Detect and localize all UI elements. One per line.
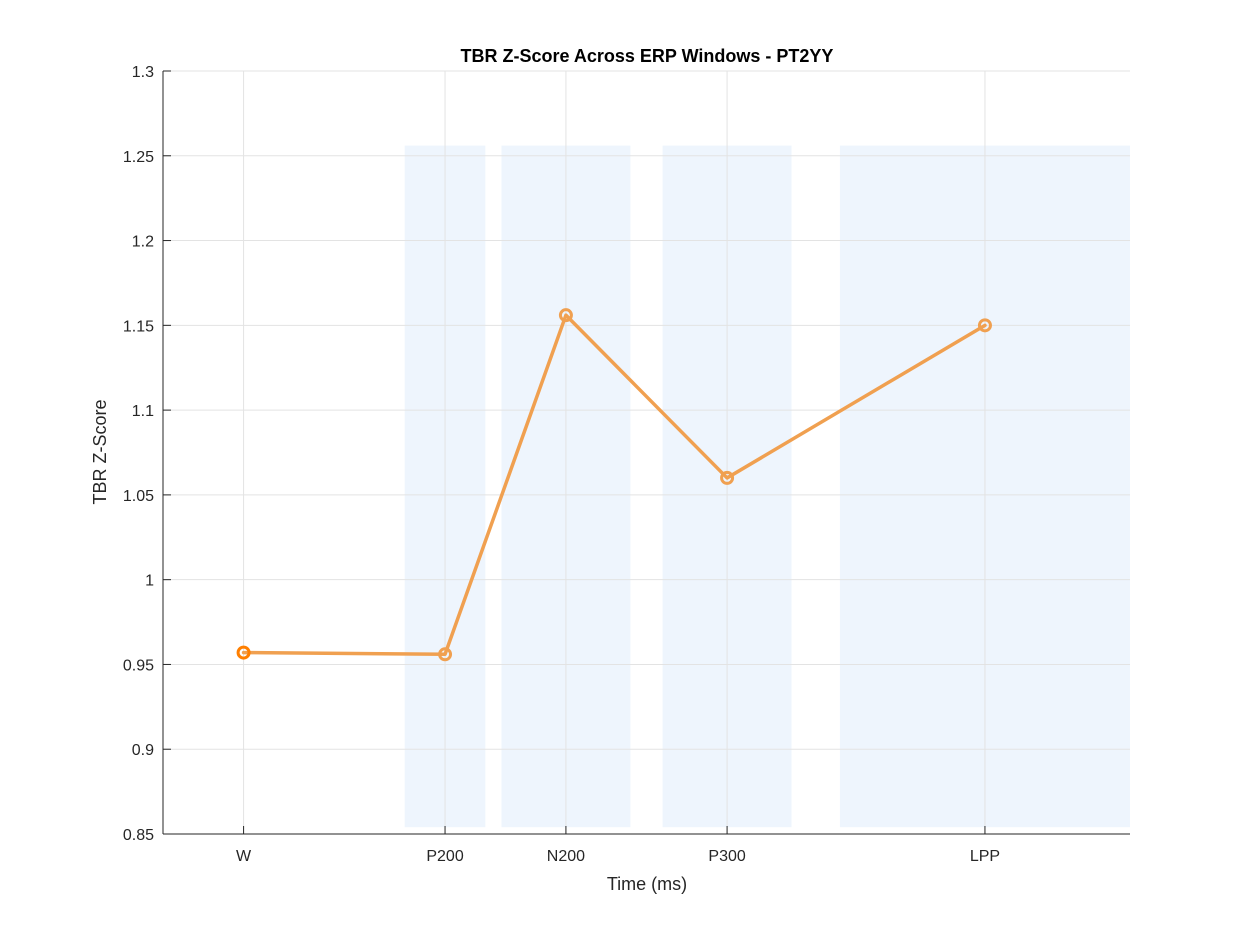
axes bbox=[162, 71, 1130, 835]
data-point-w bbox=[236, 645, 251, 660]
x-tick-label: LPP bbox=[970, 848, 1000, 865]
x-tick-label: W bbox=[236, 848, 252, 865]
y-tick-label: 1.2 bbox=[132, 234, 154, 251]
y-axis-title: TBR Z-Score bbox=[90, 399, 110, 504]
y-tick-label: 0.95 bbox=[123, 657, 154, 674]
y-tick-label: 1.05 bbox=[123, 488, 154, 505]
chart-title: TBR Z-Score Across ERP Windows - PT2YY bbox=[461, 46, 834, 66]
erp-window-bands bbox=[404, 145, 1130, 828]
data-point-p300 bbox=[720, 470, 735, 485]
y-tick-label: 0.85 bbox=[123, 827, 154, 844]
y-tick-label: 0.9 bbox=[132, 742, 154, 759]
y-tick-label: 1.1 bbox=[132, 403, 154, 420]
x-tick-label: P300 bbox=[708, 848, 745, 865]
data-point-p200 bbox=[438, 647, 453, 662]
x-tick-label: N200 bbox=[547, 848, 585, 865]
series-tbr-zscore bbox=[236, 308, 992, 662]
tick-labels: 0.85 0.9 0.95 1 1.05 1.1 1.15 1.2 1.25 1.3 W P200 N2… bbox=[123, 64, 1000, 865]
x-tick-label: P200 bbox=[426, 848, 463, 865]
y-tick-label: 1.3 bbox=[132, 64, 154, 81]
y-tick-label: 1.25 bbox=[123, 149, 154, 166]
grid-lines bbox=[163, 70, 1130, 835]
y-tick-label: 1.15 bbox=[123, 318, 154, 335]
data-point-n200 bbox=[558, 308, 573, 323]
y-tick-label: 1 bbox=[145, 573, 154, 590]
x-axis-title: Time (ms) bbox=[607, 874, 687, 894]
data-point-lpp bbox=[977, 318, 992, 333]
series-line bbox=[241, 313, 987, 657]
